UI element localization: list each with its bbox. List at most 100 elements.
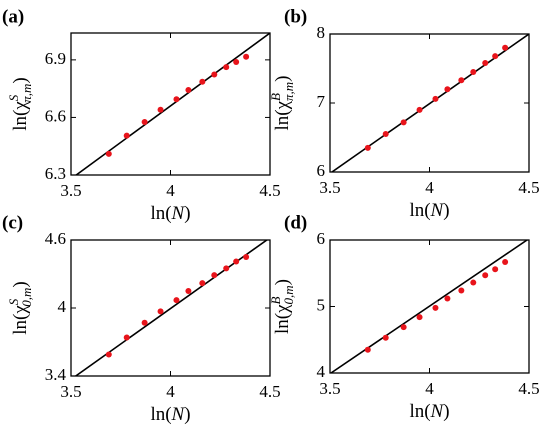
- y-tick-label: 6.3: [45, 164, 66, 183]
- panel-label: (a): [2, 6, 24, 27]
- x-label-part: ): [443, 401, 449, 422]
- data-point: [185, 288, 192, 294]
- fit-line: [330, 34, 529, 172]
- x-axis-label: ln(N): [409, 401, 449, 422]
- x-label-part: ): [443, 200, 449, 221]
- y-tick-label: 4.6: [45, 229, 66, 248]
- panel-label: (b): [284, 6, 307, 27]
- y-axis-label: ln(χBπ,m): [268, 76, 296, 131]
- x-label-part: ): [184, 404, 190, 425]
- data-point: [416, 106, 423, 113]
- panel: 3.5 4 4.53.444.6ln(N)ln(χS0,m)(c): [2, 212, 281, 425]
- data-point: [185, 86, 192, 93]
- data-point: [123, 132, 130, 139]
- data-point: [105, 150, 112, 157]
- x-tick-label: 3.5: [60, 181, 81, 200]
- x-tick-label: 3.5: [319, 379, 340, 398]
- data-point: [470, 68, 477, 75]
- y-label-sub: π,m: [281, 82, 296, 101]
- panel-label: (c): [2, 212, 23, 233]
- data-point: [243, 254, 250, 260]
- data-point: [173, 96, 180, 103]
- x-tick-label: 3.5: [60, 382, 81, 401]
- y-label-part: ln(χ: [10, 101, 31, 131]
- x-axis-label: ln(N): [150, 203, 190, 224]
- y-label-part: ): [272, 76, 293, 82]
- fit-line: [74, 240, 269, 376]
- data-point: [364, 144, 371, 151]
- y-label-part: ): [272, 279, 293, 285]
- y-label-part: ln(χ: [272, 100, 293, 130]
- data-point: [482, 59, 489, 66]
- x-label-part: N: [171, 203, 186, 224]
- x-tick-label: 4: [425, 379, 434, 398]
- y-label-sup: S: [6, 298, 21, 305]
- y-label-part: ln(χ: [10, 305, 31, 335]
- data-point: [233, 58, 240, 65]
- x-label-part: ln(: [150, 404, 171, 425]
- y-label-part: ): [10, 77, 31, 83]
- data-point: [492, 266, 499, 273]
- x-tick-label: 3.5: [319, 178, 340, 197]
- y-tick-label: 8: [317, 23, 326, 42]
- data-point: [199, 280, 206, 287]
- data-point: [444, 86, 451, 93]
- y-tick-label: 3.4: [45, 365, 67, 384]
- data-point: [382, 131, 389, 138]
- y-tick-label: 4: [317, 362, 326, 381]
- x-axis-label: ln(N): [409, 200, 449, 221]
- data-point: [432, 304, 439, 311]
- x-tick-label: 4: [166, 382, 175, 401]
- y-axis-label: ln(χSπ,m): [6, 77, 34, 131]
- data-point: [432, 95, 439, 102]
- x-tick-label: 4.5: [259, 382, 280, 401]
- y-label-sub: π,m: [19, 84, 34, 103]
- y-label-sup: S: [6, 94, 21, 101]
- x-label-part: N: [430, 200, 445, 221]
- y-label-sup: B: [268, 93, 283, 101]
- y-label-sup: B: [268, 296, 283, 304]
- x-label-part: ln(: [150, 203, 171, 224]
- data-point: [400, 119, 407, 126]
- y-label-part: ): [10, 281, 31, 287]
- y-tick-label: 6: [317, 161, 326, 180]
- y-axis-label: ln(χS0,m): [6, 281, 34, 335]
- data-point: [141, 319, 148, 326]
- data-point: [157, 106, 164, 113]
- data-point: [123, 334, 130, 341]
- data-point: [444, 295, 451, 302]
- data-point: [223, 64, 230, 71]
- y-tick-label: 5: [317, 295, 326, 314]
- data-point: [211, 71, 218, 78]
- data-point: [173, 297, 180, 304]
- y-tick-label: 6: [317, 229, 326, 248]
- data-point: [502, 44, 509, 51]
- data-point: [416, 314, 423, 321]
- data-point: [105, 351, 112, 358]
- plot-area: [74, 240, 269, 376]
- data-point: [470, 279, 477, 286]
- data-point: [400, 324, 407, 331]
- data-point: [492, 53, 499, 60]
- panel-label: (d): [284, 212, 307, 233]
- x-tick-label: 4.5: [518, 379, 539, 398]
- plot-area: [330, 34, 529, 172]
- plot-area: [74, 33, 270, 175]
- data-point: [482, 272, 489, 279]
- data-point: [243, 53, 250, 60]
- x-tick-label: 4.5: [259, 181, 280, 200]
- fit-line: [74, 33, 270, 175]
- x-label-part: ): [184, 203, 190, 224]
- y-tick-label: 7: [317, 92, 326, 111]
- y-tick-label: 6.9: [45, 49, 66, 68]
- x-label-part: N: [171, 404, 186, 425]
- data-point: [458, 77, 465, 84]
- panel: 3.5 4 4.56.36.66.9ln(N)ln(χSπ,m)(a): [2, 6, 281, 224]
- data-point: [199, 78, 206, 85]
- data-point: [502, 258, 509, 265]
- data-point: [364, 346, 371, 353]
- x-tick-label: 4: [166, 181, 175, 200]
